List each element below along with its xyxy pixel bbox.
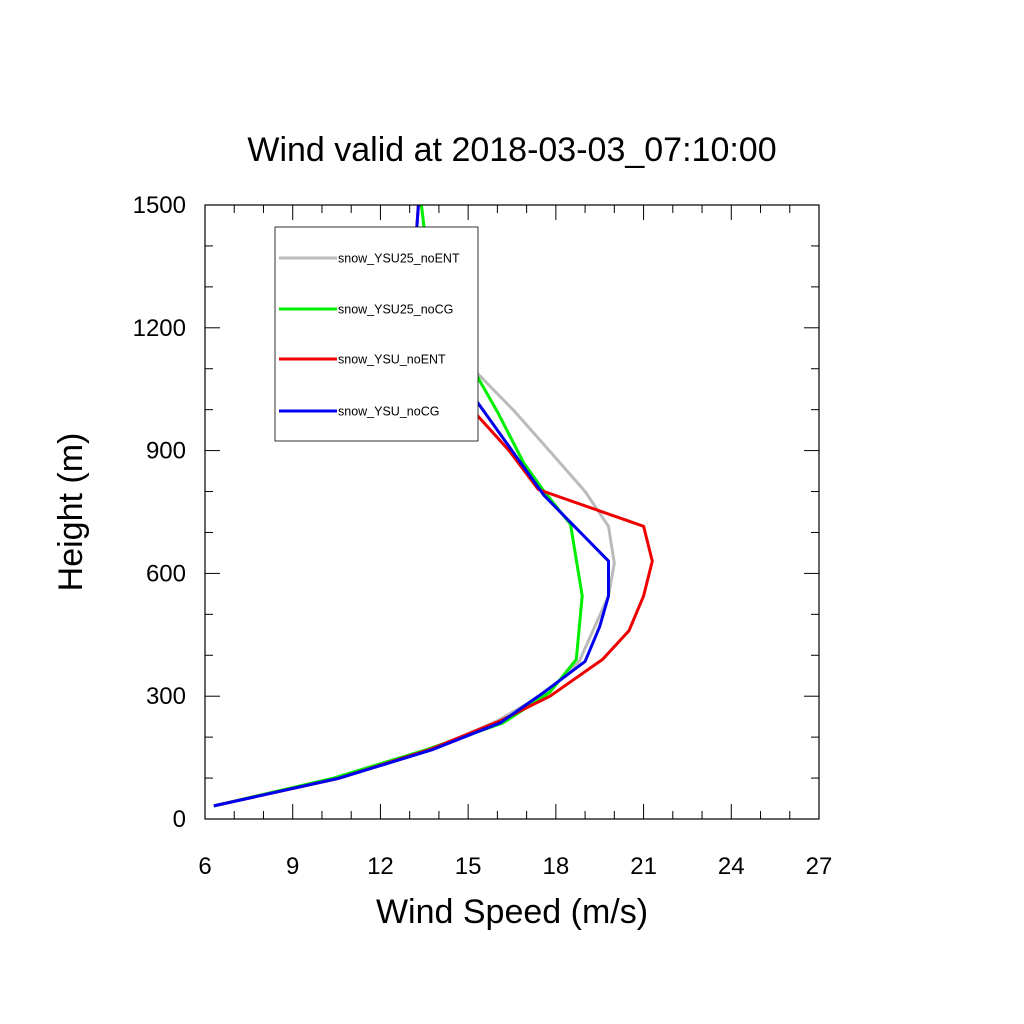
x-tick-label: 15 — [455, 853, 482, 880]
y-tick-label: 1500 — [133, 192, 186, 219]
x-tick-label: 18 — [543, 853, 570, 880]
y-tick-label: 1200 — [133, 315, 186, 342]
legend-label: snow_YSU_noCG — [338, 405, 439, 419]
x-tick-label: 12 — [367, 853, 394, 880]
y-tick-label: 300 — [146, 683, 186, 710]
y-tick-label: 0 — [173, 806, 186, 833]
chart-title: Wind valid at 2018-03-03_07:10:00 — [247, 131, 776, 169]
x-tick-label: 6 — [198, 853, 211, 880]
y-tick-label: 600 — [146, 560, 186, 587]
y-axis-label: Height (m) — [52, 433, 90, 592]
y-tick-label: 900 — [146, 438, 186, 465]
x-axis-label: Wind Speed (m/s) — [376, 893, 648, 931]
x-tick-label: 21 — [630, 853, 657, 880]
legend-box — [274, 226, 479, 442]
x-tick-label: 9 — [286, 853, 299, 880]
legend-label: snow_YSU_noENT — [338, 353, 446, 367]
x-tick-label: 24 — [718, 853, 745, 880]
legend-label: snow_YSU25_noENT — [338, 252, 460, 266]
legend: snow_YSU25_noENT snow_YSU25_noCG snow_YSU_… — [274, 226, 479, 442]
legend-label: snow_YSU25_noCG — [338, 303, 453, 317]
plot-frame — [204, 204, 820, 820]
x-tick-label: 27 — [806, 853, 833, 880]
tick-labels: 6 9 12 15 18 21 24 27 0 300 600 900 1200 1500 — [133, 192, 833, 880]
